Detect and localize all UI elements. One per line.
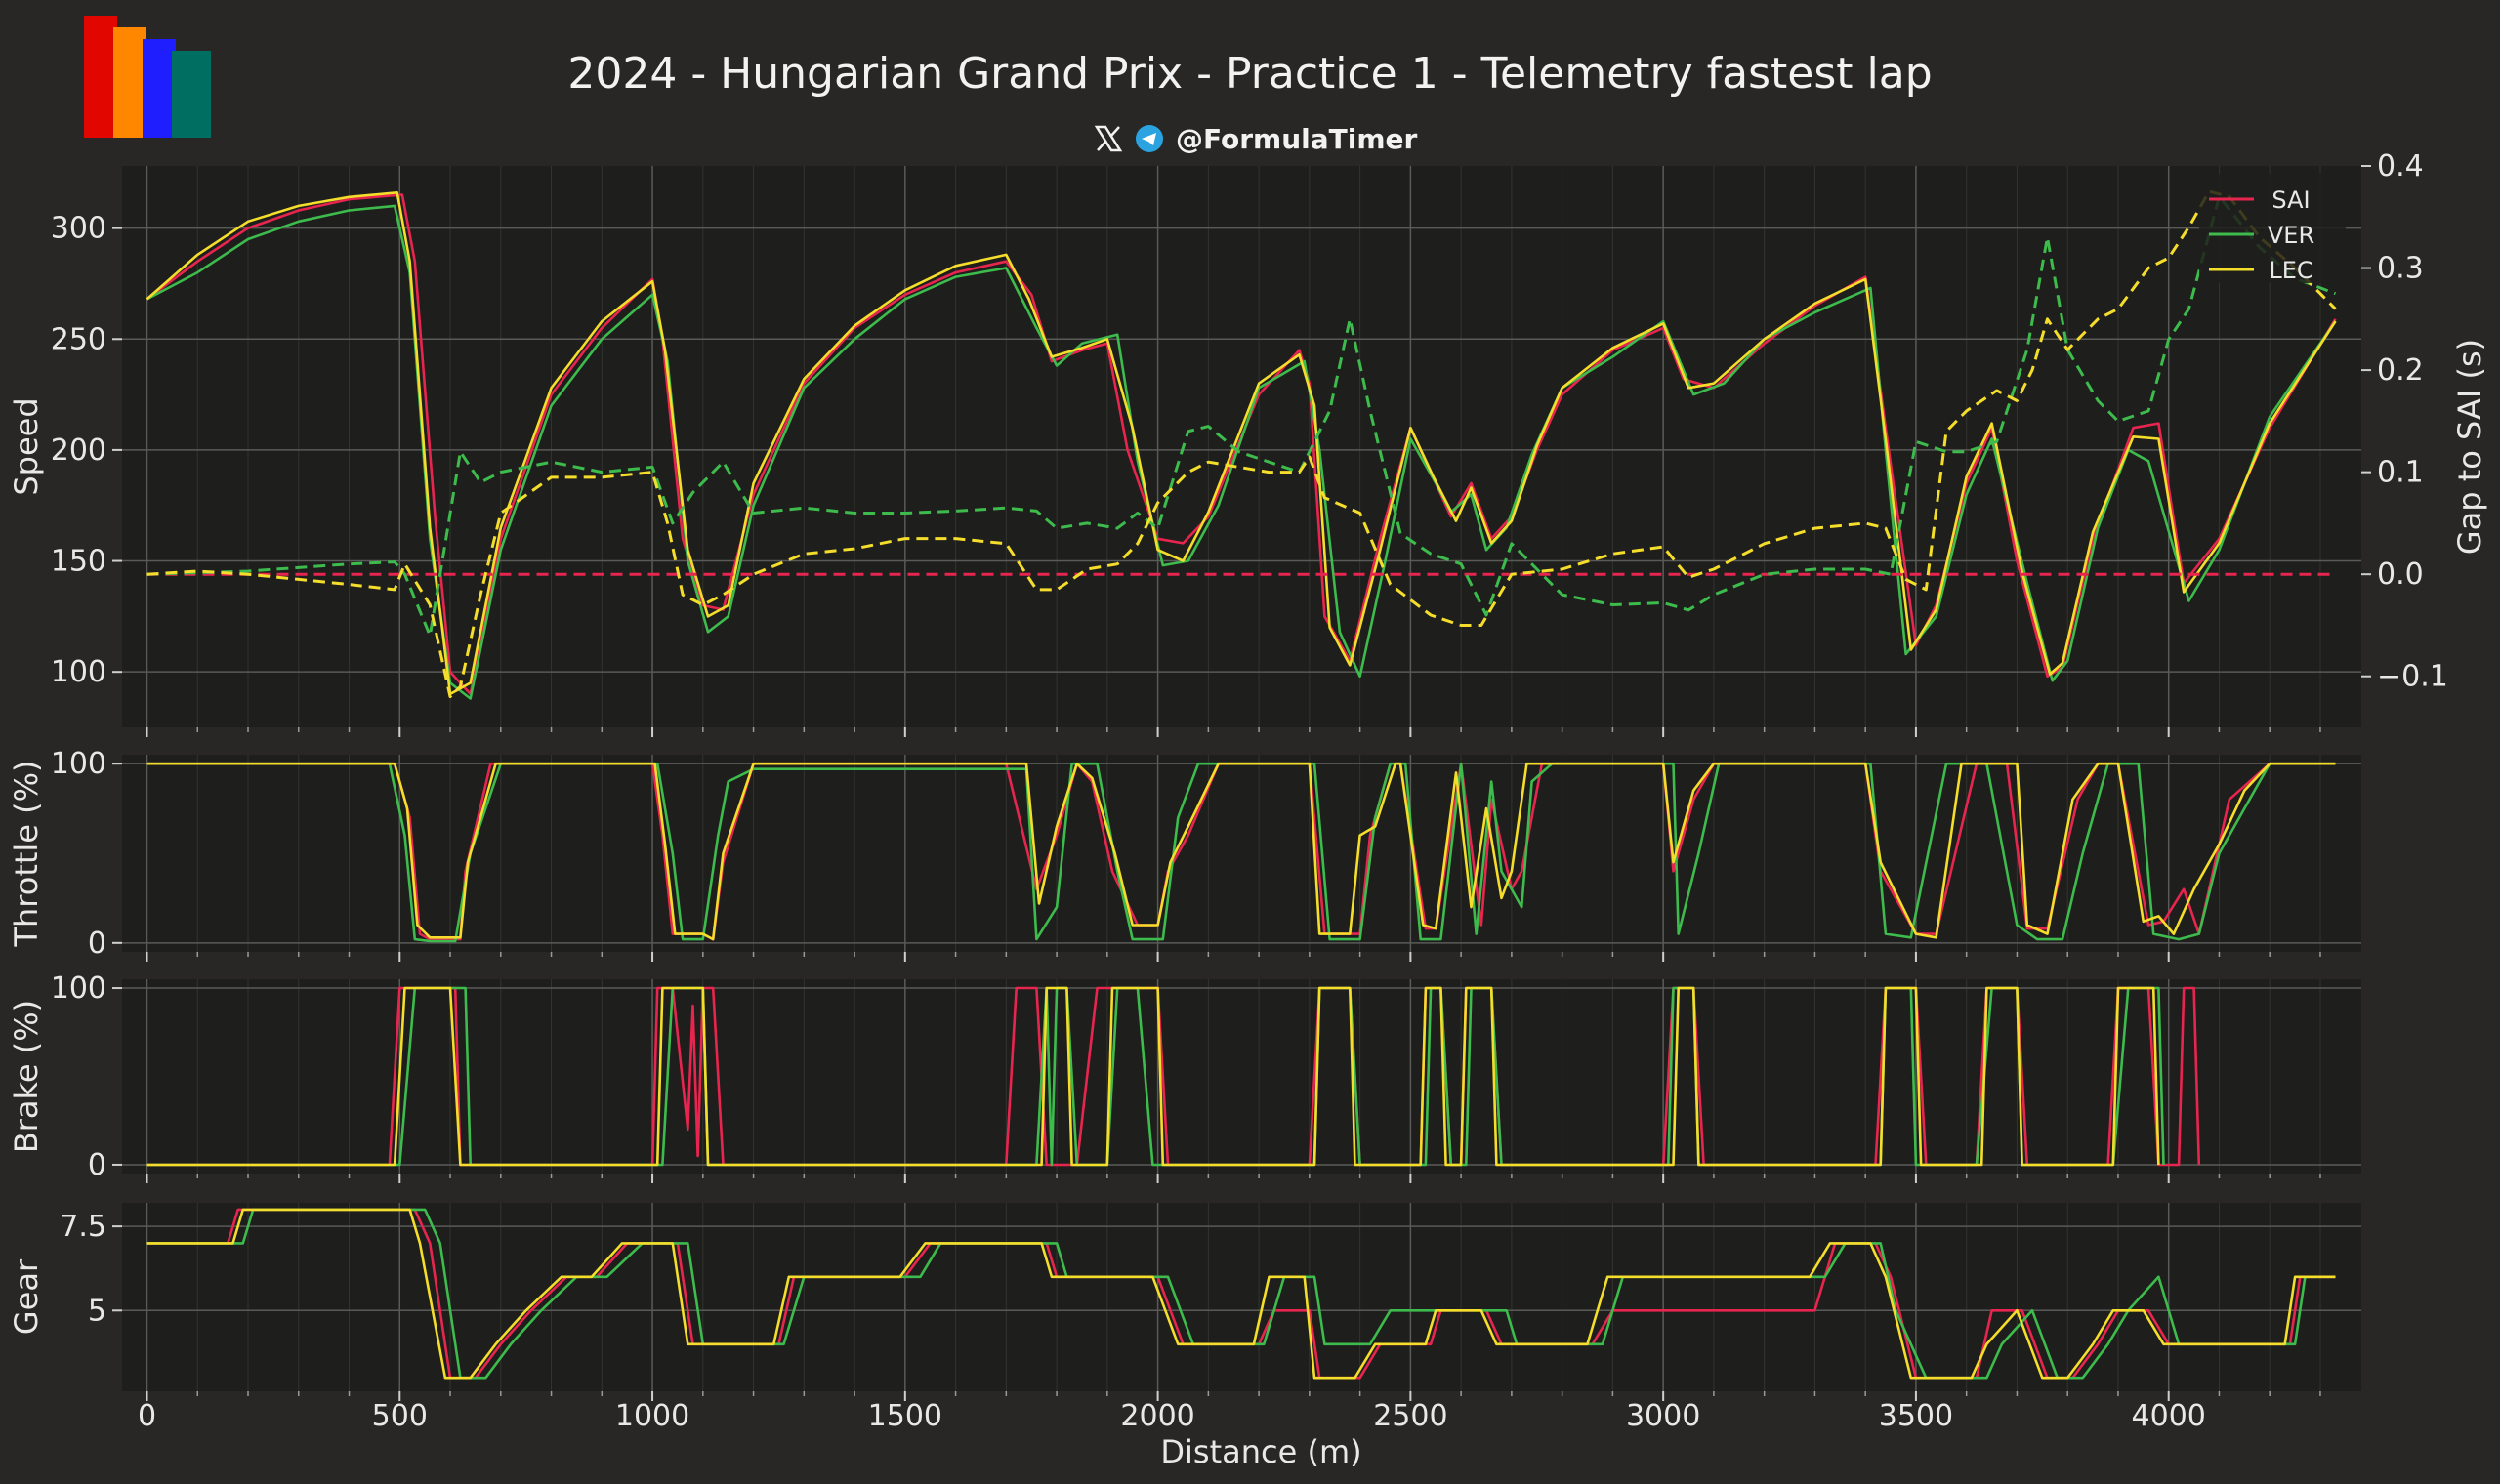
speed-line-ver xyxy=(146,204,2337,700)
telegram-icon xyxy=(1136,125,1163,152)
chart-title: 2024 - Hungarian Grand Prix - Practice 1… xyxy=(567,49,1933,99)
speed-line-lec xyxy=(146,191,2337,696)
gap-ytick-label: 0.3 xyxy=(2377,252,2424,286)
gap-ytick-label: 0.4 xyxy=(2377,149,2424,184)
brake-ytick-label: 100 xyxy=(51,971,106,1006)
gap-ytick-label: 0.2 xyxy=(2377,353,2424,388)
gear-ytick-label: 7.5 xyxy=(60,1210,106,1244)
legend-label-ver: VER xyxy=(2268,222,2314,249)
throttle-line-lec xyxy=(146,762,2336,941)
speed-ylabel: Speed xyxy=(8,397,45,495)
logo-bar-1 xyxy=(84,16,117,138)
logo-bar-3 xyxy=(143,39,176,138)
brake-panel xyxy=(122,979,2361,1174)
legend-label-sai: SAI xyxy=(2271,186,2310,214)
logo-bar-4 xyxy=(172,51,211,138)
xtick-label: 0 xyxy=(138,1399,156,1433)
xtick-label: 500 xyxy=(372,1399,428,1433)
legend-label-lec: LEC xyxy=(2269,257,2312,284)
gear-ytick-label: 5 xyxy=(88,1294,106,1328)
gap-line-lec xyxy=(146,189,2337,699)
xtick-label: 2500 xyxy=(1373,1399,1447,1433)
speed-ytick-label: 250 xyxy=(51,322,106,356)
gap-line-ver xyxy=(146,194,2337,638)
speed-ytick-label: 200 xyxy=(51,433,106,468)
xtick-label: 3500 xyxy=(1879,1399,1953,1433)
throttle-ytick-label: 100 xyxy=(51,747,106,781)
speed-ytick-label: 300 xyxy=(51,212,106,246)
speed-panel xyxy=(122,166,2361,727)
x-axis-label: Distance (m) xyxy=(1160,1433,1361,1470)
gap-ylabel: Gap to SAI (s) xyxy=(2451,339,2488,555)
gear-line-lec xyxy=(146,1208,2336,1380)
xtick-label: 1500 xyxy=(868,1399,942,1433)
x-logo-icon xyxy=(1094,125,1123,152)
legend-box xyxy=(2199,174,2346,283)
gap-ytick-label: 0.1 xyxy=(2377,456,2424,490)
speed-ytick-label: 150 xyxy=(51,545,106,579)
gap-ytick-label: 0.0 xyxy=(2377,557,2424,592)
gear-panel xyxy=(122,1203,2361,1391)
xtick-label: 3000 xyxy=(1626,1399,1700,1433)
logo-bar-2 xyxy=(113,27,146,138)
brake-ytick-label: 0 xyxy=(88,1148,106,1182)
xtick-label: 2000 xyxy=(1120,1399,1194,1433)
xtick-label: 4000 xyxy=(2132,1399,2206,1433)
throttle-ytick-label: 0 xyxy=(88,927,106,961)
throttle-ylabel: Throttle (%) xyxy=(8,760,45,947)
handle-text: @FormulaTimer xyxy=(1176,122,1418,155)
team-logo xyxy=(84,16,211,138)
social-handle: @FormulaTimer xyxy=(1094,115,1417,162)
gap-ytick-label: −0.1 xyxy=(2377,660,2448,694)
throttle-panel xyxy=(122,755,2361,952)
gear-line-ver xyxy=(146,1208,2336,1380)
gear-ylabel: Gear xyxy=(8,1258,45,1335)
brake-line-lec xyxy=(146,986,2160,1167)
brake-ylabel: Brake (%) xyxy=(8,1000,45,1153)
xtick-label: 1000 xyxy=(615,1399,689,1433)
speed-ytick-label: 100 xyxy=(51,655,106,689)
